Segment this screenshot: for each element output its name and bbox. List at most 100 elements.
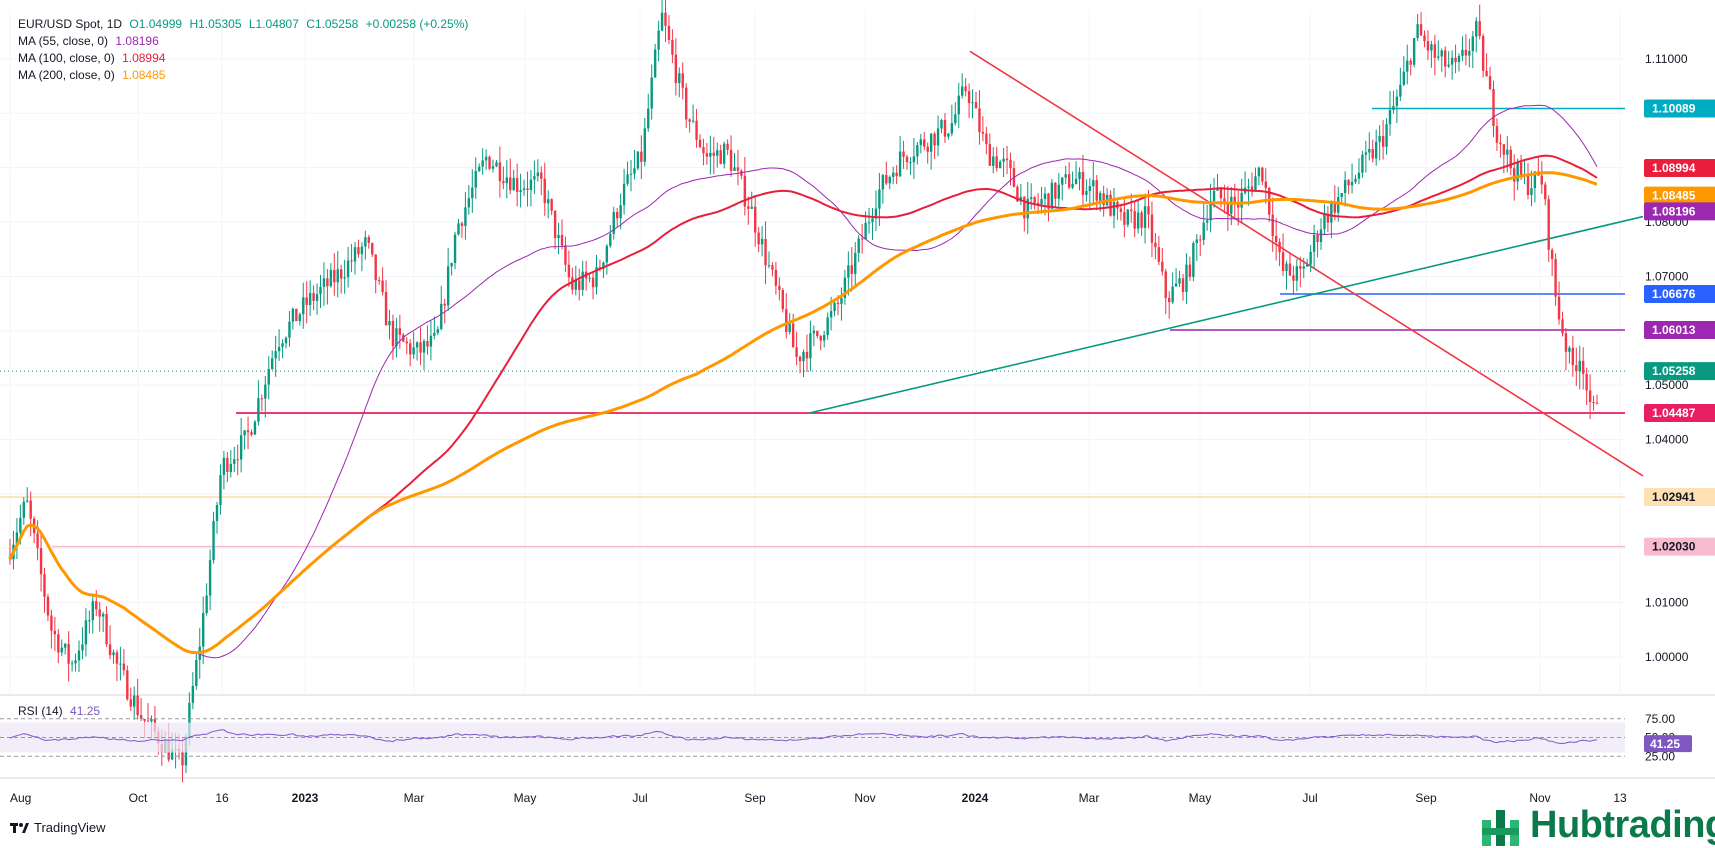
candle-body bbox=[1295, 266, 1299, 281]
candle-body bbox=[226, 457, 229, 472]
candle-body bbox=[505, 177, 508, 184]
candle-body bbox=[936, 128, 940, 146]
candle-body bbox=[1264, 181, 1267, 188]
candle-body bbox=[1371, 148, 1374, 159]
candle-body bbox=[315, 294, 319, 301]
candle-body bbox=[1057, 184, 1060, 199]
candle-body bbox=[233, 459, 236, 464]
candle-body bbox=[398, 328, 402, 335]
candle-body bbox=[1312, 234, 1316, 252]
rsi-value-label: 41.25 bbox=[1644, 735, 1692, 753]
candle-body bbox=[798, 356, 802, 362]
candle-body bbox=[1047, 193, 1050, 209]
candle-body bbox=[150, 719, 153, 722]
price-label-box bbox=[1644, 158, 1715, 177]
ma200-legend[interactable]: MA (200, close, 0) 1.08485 bbox=[18, 67, 165, 83]
price-label: 1.02030 bbox=[1644, 537, 1715, 556]
rsi-legend-value: 41.25 bbox=[70, 704, 101, 718]
candle-body bbox=[588, 277, 591, 279]
symbol-name: EUR/USD Spot, 1D bbox=[18, 17, 123, 31]
candle-body bbox=[881, 175, 885, 190]
candle-body bbox=[484, 156, 488, 161]
candle-body bbox=[809, 333, 812, 359]
candle-body bbox=[833, 302, 836, 312]
candle-body bbox=[1067, 174, 1071, 188]
candle-body bbox=[1440, 50, 1443, 57]
candle-body bbox=[757, 232, 760, 245]
candle-body bbox=[647, 108, 650, 129]
candle-body bbox=[1164, 271, 1167, 298]
candle-body bbox=[633, 168, 636, 174]
candle-body bbox=[967, 91, 971, 104]
candle-body bbox=[1026, 198, 1029, 219]
y-tick-label: 1.00000 bbox=[1645, 650, 1689, 664]
candle-body bbox=[440, 303, 443, 330]
candle-body bbox=[543, 178, 546, 204]
candle-body bbox=[1112, 201, 1116, 216]
candle-body bbox=[1561, 319, 1564, 334]
candle-body bbox=[1416, 24, 1419, 39]
tradingview-icon bbox=[10, 822, 29, 833]
candle-body bbox=[778, 285, 781, 290]
candle-body bbox=[322, 278, 326, 287]
time-axis[interactable]: Aug Oct 16 2023 Mar May Jul Sep Nov 2024 Mar May Jul… bbox=[10, 791, 1627, 805]
candle-body bbox=[1337, 197, 1340, 213]
candle-body bbox=[1392, 105, 1395, 110]
candle-body bbox=[1550, 249, 1554, 260]
candle-body bbox=[957, 95, 960, 115]
candle-body bbox=[419, 342, 422, 353]
candle-body bbox=[547, 199, 550, 204]
candle-body bbox=[1036, 202, 1040, 205]
candle-body bbox=[1274, 235, 1278, 242]
candle-body bbox=[443, 303, 446, 306]
candle-body bbox=[519, 190, 522, 192]
candle-body bbox=[502, 181, 505, 184]
candle-body bbox=[1471, 36, 1474, 52]
rsi-legend[interactable]: RSI (14) 41.25 bbox=[18, 703, 100, 719]
price-label: 1.10089 bbox=[1644, 99, 1715, 118]
candle-body bbox=[788, 323, 791, 333]
symbol-legend[interactable]: EUR/USD Spot, 1D O1.04999 H1.05305 L1.04… bbox=[18, 16, 468, 32]
candle-body bbox=[319, 286, 322, 295]
candle-body bbox=[1457, 55, 1461, 63]
candle-body bbox=[767, 265, 771, 267]
ma100-legend[interactable]: MA (100, close, 0) 1.08994 bbox=[18, 50, 165, 66]
candle-body bbox=[246, 430, 250, 433]
candle-body bbox=[360, 246, 364, 255]
candle-body bbox=[333, 269, 336, 283]
candle-body bbox=[909, 162, 912, 164]
candle-body bbox=[619, 205, 622, 219]
candle-body bbox=[1285, 263, 1288, 272]
candle-body bbox=[988, 144, 991, 166]
candle-body bbox=[133, 695, 136, 707]
candles bbox=[8, 0, 1599, 783]
candle-body bbox=[298, 314, 301, 322]
candle-body bbox=[436, 329, 439, 333]
candle-body bbox=[712, 152, 715, 156]
tradingview-logo[interactable]: TradingView bbox=[10, 820, 106, 835]
rsi-line bbox=[9, 729, 1598, 745]
candle-body bbox=[1150, 214, 1154, 243]
candle-body bbox=[478, 166, 481, 171]
candle-body bbox=[60, 647, 63, 653]
hubtrading-logo: Hubtrading bbox=[1480, 804, 1715, 847]
candle-body bbox=[1043, 193, 1047, 200]
candle-body bbox=[1005, 158, 1009, 161]
ma55-legend[interactable]: MA (55, close, 0) 1.08196 bbox=[18, 33, 159, 49]
candle-body bbox=[1430, 44, 1433, 51]
candle-body bbox=[860, 238, 864, 240]
candle-body bbox=[605, 245, 609, 263]
candle-body bbox=[1488, 76, 1492, 89]
candle-body bbox=[681, 73, 684, 88]
candle-body bbox=[564, 245, 567, 265]
x-tick-label: Sep bbox=[1415, 791, 1437, 805]
candle-body bbox=[129, 699, 132, 707]
candle-body bbox=[1130, 209, 1133, 212]
candle-body bbox=[1226, 204, 1230, 214]
candle-body bbox=[1526, 174, 1530, 195]
candle-body bbox=[1147, 206, 1150, 215]
candle-body bbox=[1485, 70, 1488, 77]
candle-body bbox=[391, 320, 395, 347]
candle-body bbox=[1119, 208, 1123, 213]
